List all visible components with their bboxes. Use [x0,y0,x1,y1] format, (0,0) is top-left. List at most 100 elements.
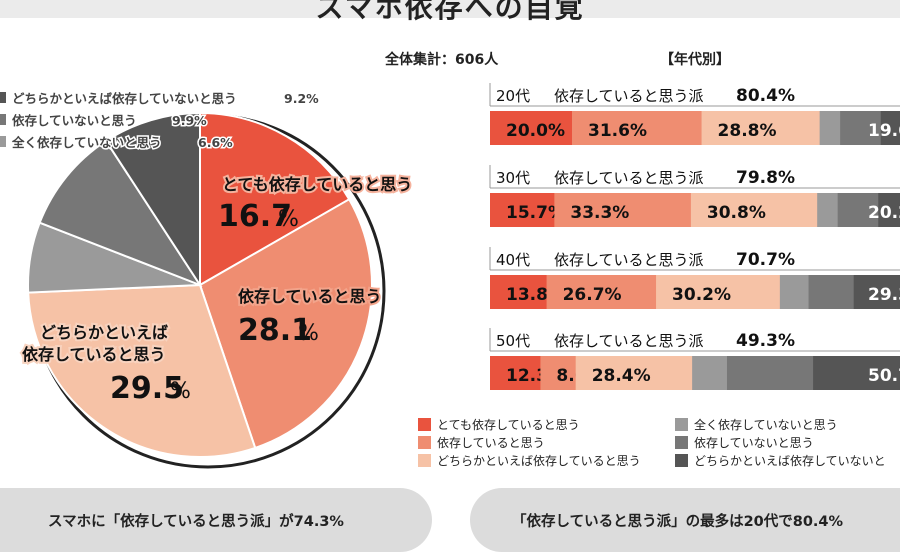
bar-segment-label: 33.3% [570,203,629,223]
pie-slice [104,111,201,289]
legend-swatch [675,418,688,431]
bar-segment [701,111,821,145]
pie-small-marker [0,92,6,103]
bar-segment [490,356,541,390]
bar-segment-label: 15.7% [506,203,565,223]
total-count-label: 全体集計：606人 [385,52,499,68]
pie-pct-rather: % [170,379,191,404]
legend-swatch [418,418,431,431]
legend-item: 全く依存していないと思う [675,416,838,433]
pie-slice [198,197,373,450]
bar-segment [853,275,900,309]
pie-label-not: 依存していないと思う [12,113,137,128]
bar-segment-label: 30.2% [672,285,731,305]
bar-summary-value: 79.8% [736,168,795,188]
bar-summary-value: 70.7% [736,250,795,270]
bar-segment [819,111,841,145]
pie-slice [199,111,351,287]
legend-swatch [675,436,688,449]
footer-right-text: 「依存していると思う派」の最多は20代で80.4% [512,514,844,530]
bar-segment-label: 31.6% [588,121,647,141]
bar-segment [490,111,573,145]
legend-label: どちらかといえば依存していないと [694,454,886,468]
bar-segment [546,275,657,309]
legend-label: 全く依存していないと思う [694,418,838,432]
bar-segment [813,356,900,390]
bar-segment [779,275,810,309]
by-age-label: 【年代別】 [660,52,730,68]
legend-item: 依存していると思う [418,434,545,451]
bar-segment [880,111,900,145]
pie-value-somewhat: 28.1 [238,313,312,348]
footer-summary-right: 「依存していると思う派」の最多は20代で80.4% [470,488,900,552]
bar-segment-label: 29.3 [868,285,900,305]
pie-label-rather-line2: 依存していると思う [22,345,166,364]
legend-item: どちらかといえば依存していると思う [418,452,641,469]
pie-label-not-at-all-value: 6.6% [198,135,233,150]
legend-swatch [675,454,688,467]
pie-slice [27,283,257,458]
bar-age-label: 50代 [496,332,530,350]
pie-label-not-value: 9.9% [172,113,207,128]
pie-label-very: とても依存していると思う [222,175,412,194]
bar-segment [837,193,879,227]
bar-summary-label: 依存していると思う派 [554,169,704,187]
bar-segment-label: 19.6 [868,121,900,141]
bar-segment-label: 20.2 [868,203,900,223]
bar-segment [572,111,703,145]
chart-title: スマホ依存への自覚 [315,0,585,24]
legend-item: 依存していないと思う [675,434,814,451]
bar-segment [878,193,900,227]
bar-segment [656,275,781,309]
bar-segment [726,356,814,390]
pie-label-rather-not: どちらかといえば依存していないと思う [12,91,237,106]
bar-segment [540,356,577,390]
bar-segment [575,356,693,390]
pie-label-rather-line1: どちらかといえば [40,323,168,342]
pie-label-rather-not-value: 9.2% [284,91,319,106]
footer-summary-left: スマホに「依存していると思う派」が74.3% [0,488,432,552]
bar-segment [692,356,728,390]
bar-summary-label: 依存していると思う派 [554,332,704,350]
footer-left-text: スマホに「依存していると思う派」が74.3% [48,514,344,530]
pie-label-not-at-all: 全く依存していないと思う [11,135,162,150]
legend-label: どちらかといえば依存していると思う [437,454,641,468]
bar-summary-label: 依存していると思う派 [554,251,704,269]
legend-swatch [418,436,431,449]
bar-segment [490,275,548,309]
pie-value-rather: 29.5 [110,371,184,406]
bar-segment [690,193,818,227]
bar-summary-value: 80.4% [736,86,795,106]
legend-label: とても依存していると思う [437,418,580,432]
chart-canvas: とても依存していると思う16.7%依存していると思う28.1%どちらかといえば依… [0,83,900,469]
bar-age-label: 20代 [496,87,530,105]
pie-small-marker [0,114,6,125]
bar-segment-label: 20.0% [506,121,565,141]
title-bar [0,0,900,18]
legend-item: どちらかといえば依存していないと [675,452,886,469]
bar-segment [490,193,555,227]
bar-segment [840,111,882,145]
bar-segment-label: 30.8% [707,203,766,223]
pie-pct-very: % [278,207,299,232]
bar-segment [808,275,855,309]
bar-summary-label: 依存していると思う派 [554,87,704,105]
bar-segment-label: 50.7 [868,366,900,386]
bar-segment [817,193,839,227]
pie-value-very: 16.7 [218,199,292,234]
bar-age-label: 30代 [496,169,530,187]
bar-age-label: 40代 [496,251,530,269]
bar-segment-label: 26.7% [563,285,622,305]
bar-segment [554,193,692,227]
pie-slice [38,139,203,288]
bar-segment-label: 28.4% [592,366,651,386]
legend-label: 依存していないと思う [694,436,814,450]
pie-small-marker [0,136,6,147]
bar-summary-value: 49.3% [736,331,795,351]
legend-swatch [418,454,431,467]
pie-pct-somewhat: % [298,321,319,346]
pie-label-somewhat: 依存していると思う [238,287,382,306]
legend-label: 依存していると思う [437,436,545,450]
bar-segment-label: 28.8% [718,121,777,141]
legend-item: とても依存していると思う [418,416,580,433]
